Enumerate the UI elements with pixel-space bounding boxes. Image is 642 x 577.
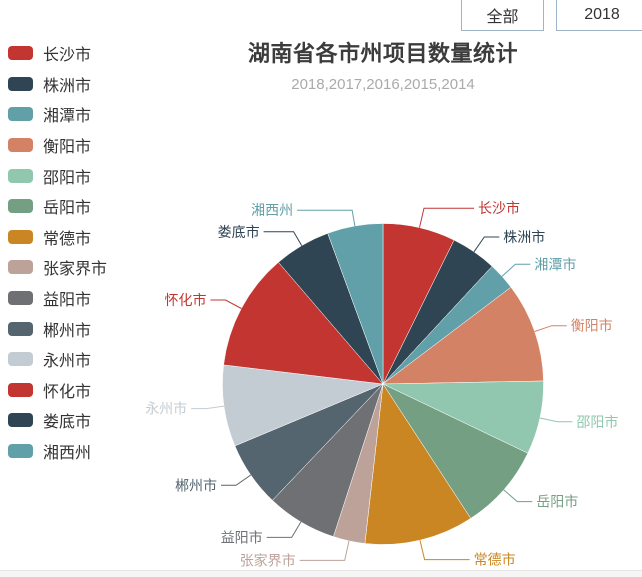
- pie-label-line: [534, 325, 567, 332]
- legend-swatch: [8, 76, 33, 91]
- pie-label-line: [299, 540, 350, 561]
- pie-label-line: [419, 207, 474, 228]
- legend-item-7[interactable]: 张家界市: [8, 252, 107, 283]
- pie-label-5: 岳阳市: [536, 494, 578, 510]
- pie-label-1: 株洲市: [503, 229, 545, 245]
- pie-label-4: 邵阳市: [576, 414, 618, 430]
- legend-item-9[interactable]: 郴州市: [8, 313, 107, 344]
- pie-label-9: 郴州市: [175, 477, 217, 493]
- legend-label: 株洲市: [43, 77, 92, 95]
- legend-label: 湘潭市: [43, 108, 92, 126]
- legend-item-13[interactable]: 湘西州: [8, 436, 107, 467]
- legend-swatch: [8, 46, 33, 61]
- pie-label-line: [419, 540, 470, 561]
- chart-subtitle: 2018,2017,2016,2015,2014: [291, 76, 475, 93]
- legend-item-2[interactable]: 湘潭市: [8, 99, 107, 130]
- pie-label-13: 湘西州: [251, 202, 293, 218]
- legend-label: 张家界市: [43, 261, 108, 279]
- pie-label-line: [297, 209, 356, 227]
- legend-swatch: [8, 107, 33, 122]
- filter-year-button[interactable]: 2018: [556, 0, 642, 31]
- pie-slice-3[interactable]: [382, 286, 544, 385]
- next-section-edge: [0, 570, 642, 577]
- legend-item-12[interactable]: 娄底市: [8, 405, 107, 436]
- pie-label-line: [539, 417, 573, 423]
- legend-item-8[interactable]: 益阳市: [8, 283, 107, 314]
- pie-label-line: [191, 405, 225, 410]
- legend-item-1[interactable]: 株洲市: [8, 69, 107, 100]
- legend-swatch: [8, 291, 33, 306]
- pie-label-11: 怀化市: [165, 292, 207, 308]
- legend-swatch: [8, 413, 33, 428]
- pie-slice-6[interactable]: [364, 383, 472, 545]
- legend-label: 衡阳市: [43, 139, 92, 157]
- chart-title: 湖南省各市州项目数量统计: [247, 41, 518, 66]
- pie-label-6: 常德市: [474, 552, 516, 568]
- legend-swatch: [8, 444, 33, 459]
- pie-label-line: [503, 489, 533, 503]
- legend-swatch: [8, 168, 33, 183]
- legend-swatch: [8, 382, 33, 397]
- legend-label: 永州市: [43, 353, 92, 371]
- legend-item-5[interactable]: 岳阳市: [8, 191, 107, 222]
- legend-label: 郴州市: [43, 322, 92, 340]
- pie-label-0: 长沙市: [478, 200, 520, 216]
- pie-label-line: [210, 299, 242, 309]
- legend-label: 岳阳市: [43, 200, 92, 218]
- legend-item-0[interactable]: 长沙市: [8, 38, 107, 69]
- legend-swatch: [8, 138, 33, 153]
- pie-label-8: 益阳市: [221, 529, 263, 545]
- pie-label-line: [266, 521, 302, 538]
- legend-swatch: [8, 352, 33, 367]
- legend-label: 益阳市: [43, 292, 92, 310]
- legend-item-6[interactable]: 常德市: [8, 222, 107, 253]
- filter-all-button[interactable]: 全部: [461, 0, 544, 31]
- legend-label: 邵阳市: [43, 169, 92, 187]
- legend-label: 娄底市: [43, 414, 92, 432]
- legend-label: 长沙市: [43, 47, 92, 65]
- legend-item-3[interactable]: 衡阳市: [8, 130, 107, 161]
- pie-label-7: 张家界市: [240, 552, 296, 568]
- pie-label-2: 湘潭市: [534, 256, 576, 272]
- pie-label-10: 永州市: [145, 401, 187, 417]
- legend-swatch: [8, 199, 33, 214]
- legend-swatch: [8, 260, 33, 275]
- legend-label: 怀化市: [43, 383, 92, 401]
- pie-label-line: [473, 236, 500, 253]
- legend-label: 湘西州: [43, 445, 92, 463]
- legend-swatch: [8, 229, 33, 244]
- legend-item-10[interactable]: 永州市: [8, 344, 107, 375]
- pie-slice-5[interactable]: [382, 383, 529, 519]
- pie-label-12: 娄底市: [218, 224, 260, 240]
- legend-label: 常德市: [43, 230, 92, 248]
- legend-item-4[interactable]: 邵阳市: [8, 160, 107, 191]
- legend-item-11[interactable]: 怀化市: [8, 375, 107, 406]
- chart-legend: 长沙市株洲市湘潭市衡阳市邵阳市岳阳市常德市张家界市益阳市郴州市永州市怀化市娄底市…: [8, 38, 107, 466]
- legend-swatch: [8, 321, 33, 336]
- pie-label-line: [501, 263, 531, 277]
- pie-label-line: [221, 474, 252, 486]
- pie-label-3: 衡阳市: [571, 318, 613, 334]
- pie-label-line: [263, 231, 303, 246]
